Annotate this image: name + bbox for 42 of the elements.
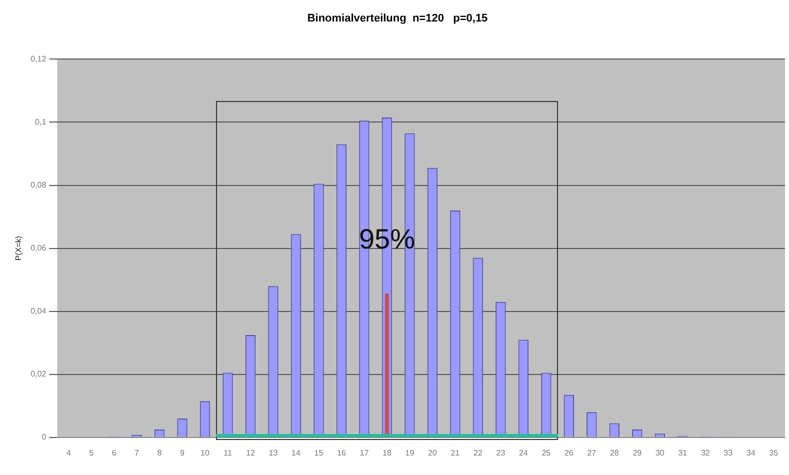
x-tick-label: 12 bbox=[246, 448, 256, 458]
x-tick-label: 27 bbox=[587, 448, 597, 458]
y-tick-label: 0,06 bbox=[30, 244, 47, 253]
x-tick-label: 22 bbox=[473, 448, 483, 458]
x-tick-label: 8 bbox=[157, 448, 162, 458]
x-tick-label: 20 bbox=[428, 448, 438, 458]
x-tick-label: 14 bbox=[292, 448, 301, 458]
annotation: 95% bbox=[358, 223, 415, 254]
y-tick-label: 0,12 bbox=[30, 54, 47, 64]
x-tick-label: 24 bbox=[518, 448, 528, 458]
y-axis-title: P(X=k) bbox=[14, 236, 24, 261]
x-tick-label: 28 bbox=[610, 448, 620, 458]
y-tick-label: 0 bbox=[42, 432, 47, 442]
chart-title: Binomialverteilung n=120 p=0,15 bbox=[307, 12, 488, 25]
x-tick-label: 32 bbox=[700, 448, 710, 458]
x-tick-label: 21 bbox=[450, 448, 460, 458]
x-tick-label: 4 bbox=[66, 448, 72, 458]
x-tick-label: 26 bbox=[564, 448, 574, 458]
x-tick-label: 31 bbox=[678, 448, 688, 458]
x-tick-label: 7 bbox=[134, 448, 140, 458]
x-tick-label: 25 bbox=[542, 448, 552, 458]
x-tick-label: 18 bbox=[382, 448, 392, 458]
x-tick-label: 17 bbox=[360, 448, 370, 458]
y-tick-label: 0,02 bbox=[30, 370, 47, 379]
y-tick-label: 0,1 bbox=[35, 117, 47, 126]
x-tick-label: 10 bbox=[200, 448, 210, 458]
x-tick-label: 29 bbox=[632, 448, 642, 458]
x-tick-label: 16 bbox=[337, 448, 346, 458]
x-tick-label: 11 bbox=[224, 448, 232, 458]
x-tick-label: 23 bbox=[496, 448, 506, 458]
x-tick-label: 6 bbox=[112, 448, 117, 458]
x-tick-label: 13 bbox=[268, 448, 278, 458]
x-tick-label: 30 bbox=[655, 448, 665, 458]
x-tick-label: 34 bbox=[746, 448, 756, 458]
y-tick-label: 0,04 bbox=[30, 306, 47, 316]
x-tick-label: 5 bbox=[89, 448, 94, 458]
y-tick-label: 0,08 bbox=[30, 180, 47, 190]
x-tick-label: 35 bbox=[769, 448, 779, 458]
x-tick-label: 9 bbox=[180, 448, 186, 458]
x-tick-label: 15 bbox=[314, 448, 324, 458]
x-tick-label: 19 bbox=[405, 448, 415, 458]
x-tick-label: 33 bbox=[724, 448, 734, 458]
